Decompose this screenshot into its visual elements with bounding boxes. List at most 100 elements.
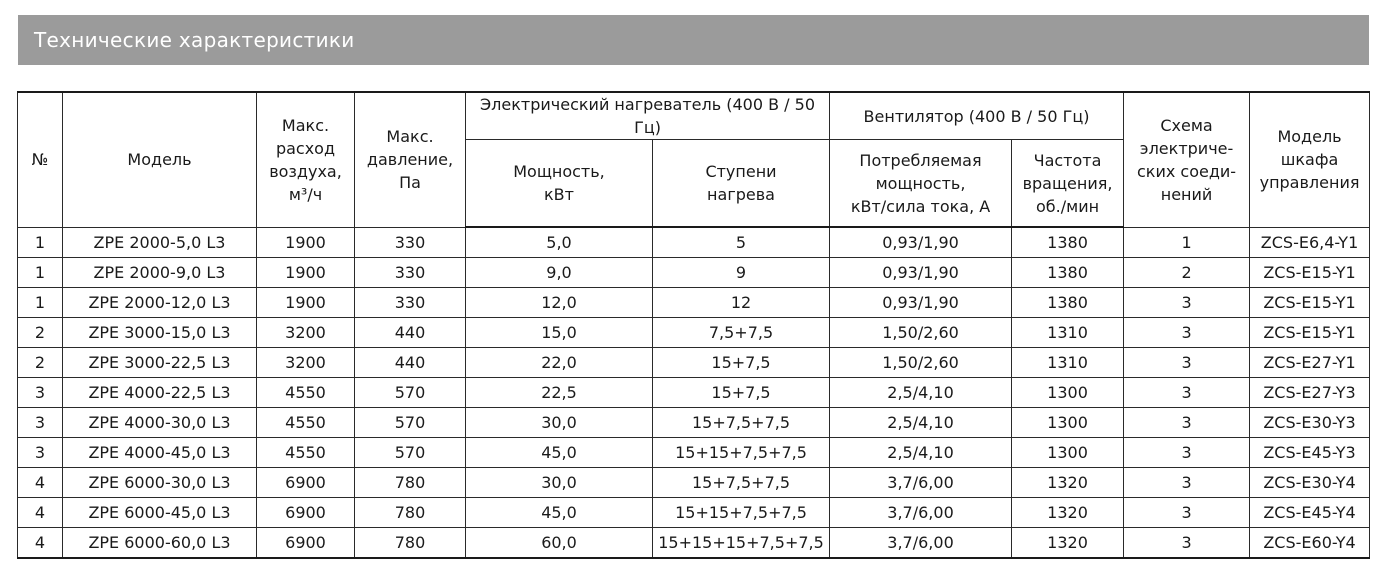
cell-num: 2 <box>17 317 63 348</box>
cell-fan-speed: 1380 <box>1011 257 1125 288</box>
cell-model: ZPE 4000-22,5 L3 <box>62 377 257 408</box>
table-row: 1 ZPE 2000-5,0 L3 1900 330 5,0 5 0,93/1,90 1380… <box>17 226 1371 258</box>
cell-airflow: 1900 <box>256 287 355 318</box>
cell-model: ZPE 6000-30,0 L3 <box>62 467 257 498</box>
section-title-bar: Технические характеристики <box>18 15 1369 65</box>
cell-heater-power: 15,0 <box>465 317 653 348</box>
header-row-top: № Модель Макс. расход воздуха, м³/ч Макс… <box>17 91 1371 228</box>
cell-airflow: 4550 <box>256 407 355 438</box>
cell-airflow: 4550 <box>256 377 355 408</box>
table-row: 2 ZPE 3000-22,5 L3 3200 440 22,0 15+7,5 1,50/2… <box>17 347 1371 378</box>
header-fan-speed: Частота вращения, об./мин <box>1011 139 1125 228</box>
header-row-sub: Мощность, кВт Ступени нагрева Потребляем… <box>18 139 1370 228</box>
cell-model: ZPE 2000-12,0 L3 <box>62 287 257 318</box>
cell-num: 3 <box>17 407 63 438</box>
cell-cabinet: ZCS-E15-Y1 <box>1249 257 1371 288</box>
cell-fan-speed: 1320 <box>1011 527 1125 559</box>
cell-wiring: 3 <box>1123 437 1251 468</box>
cell-fan-speed: 1320 <box>1011 467 1125 498</box>
cell-pressure: 780 <box>354 527 466 559</box>
cell-airflow: 6900 <box>256 467 355 498</box>
cell-heater-power: 5,0 <box>465 226 653 258</box>
cell-fan-speed: 1300 <box>1011 437 1125 468</box>
cell-fan-power: 0,93/1,90 <box>829 257 1013 288</box>
cell-cabinet: ZCS-E45-Y4 <box>1249 497 1371 528</box>
cell-wiring: 3 <box>1123 527 1251 559</box>
cell-fan-power: 3,7/6,00 <box>829 467 1013 498</box>
cell-heater-steps: 7,5+7,5 <box>651 317 831 348</box>
cell-wiring: 3 <box>1123 347 1251 378</box>
header-fan-power: Потребляемая мощность, кВт/сила тока, А <box>829 139 1013 228</box>
cell-cabinet: ZCS-E30-Y3 <box>1249 407 1371 438</box>
cell-airflow: 1900 <box>256 257 355 288</box>
cell-heater-power: 60,0 <box>465 527 653 559</box>
cell-num: 4 <box>17 467 63 498</box>
cell-wiring: 3 <box>1123 407 1251 438</box>
cell-cabinet: ZCS-E45-Y3 <box>1249 437 1371 468</box>
cell-heater-power: 45,0 <box>465 497 653 528</box>
cell-cabinet: ZCS-E27-Y3 <box>1249 377 1371 408</box>
cell-fan-power: 1,50/2,60 <box>829 317 1013 348</box>
header-fan-group: Вентилятор (400 В / 50 Гц) <box>829 91 1125 140</box>
cell-model: ZPE 6000-45,0 L3 <box>62 497 257 528</box>
cell-airflow: 3200 <box>256 317 355 348</box>
cell-model: ZPE 4000-45,0 L3 <box>62 437 257 468</box>
cell-heater-steps: 15+7,5+7,5 <box>651 407 831 438</box>
cell-num: 4 <box>17 527 63 559</box>
cell-heater-steps: 12 <box>651 287 831 318</box>
cell-model: ZPE 4000-30,0 L3 <box>62 407 257 438</box>
cell-wiring: 3 <box>1123 497 1251 528</box>
cell-fan-speed: 1300 <box>1011 407 1125 438</box>
cell-num: 3 <box>17 437 63 468</box>
cell-cabinet: ZCS-E6,4-Y1 <box>1249 226 1371 258</box>
cell-pressure: 780 <box>354 497 466 528</box>
cell-num: 3 <box>17 377 63 408</box>
header-cabinet: Модель шкафа управления <box>1249 91 1371 228</box>
cell-heater-power: 45,0 <box>465 437 653 468</box>
cell-num: 2 <box>17 347 63 378</box>
cell-num: 1 <box>17 287 63 318</box>
table-row: 4 ZPE 6000-45,0 L3 6900 780 45,0 15+15+7,5+7,… <box>17 497 1371 528</box>
table-row: 3 ZPE 4000-45,0 L3 4550 570 45,0 15+15+7,5+7,… <box>17 437 1371 468</box>
cell-heater-steps: 15+15+7,5+7,5 <box>651 437 831 468</box>
cell-heater-power: 22,0 <box>465 347 653 378</box>
cell-wiring: 3 <box>1123 377 1251 408</box>
cell-wiring: 3 <box>1123 467 1251 498</box>
cell-airflow: 3200 <box>256 347 355 378</box>
table-row: 4 ZPE 6000-30,0 L3 6900 780 30,0 15+7,5+7,5 3,… <box>17 467 1371 498</box>
cell-cabinet: ZCS-E15-Y1 <box>1249 317 1371 348</box>
cell-pressure: 330 <box>354 257 466 288</box>
cell-cabinet: ZCS-E60-Y4 <box>1249 527 1371 559</box>
table-row: 3 ZPE 4000-22,5 L3 4550 570 22,5 15+7,5 2,5/4,… <box>17 377 1371 408</box>
cell-heater-steps: 15+15+15+7,5+7,5 <box>651 527 831 559</box>
cell-model: ZPE 3000-22,5 L3 <box>62 347 257 378</box>
cell-fan-power: 1,50/2,60 <box>829 347 1013 378</box>
cell-heater-steps: 9 <box>651 257 831 288</box>
cell-model: ZPE 6000-60,0 L3 <box>62 527 257 559</box>
header-wiring: Схема электриче- ских соеди- нений <box>1123 91 1251 228</box>
cell-fan-speed: 1380 <box>1011 226 1125 258</box>
cell-wiring: 3 <box>1123 317 1251 348</box>
cell-pressure: 440 <box>354 317 466 348</box>
cell-fan-power: 2,5/4,10 <box>829 407 1013 438</box>
cell-num: 1 <box>17 257 63 288</box>
cell-wiring: 3 <box>1123 287 1251 318</box>
cell-heater-power: 30,0 <box>465 407 653 438</box>
specifications-table: № Модель Макс. расход воздуха, м³/ч Макс… <box>17 91 1371 559</box>
cell-cabinet: ZCS-E15-Y1 <box>1249 287 1371 318</box>
header-model: Модель <box>62 91 257 228</box>
cell-pressure: 330 <box>354 226 466 258</box>
cell-fan-speed: 1310 <box>1011 317 1125 348</box>
table-row: 1 ZPE 2000-9,0 L3 1900 330 9,0 9 0,93/1,90 1380… <box>17 257 1371 288</box>
cell-heater-steps: 15+7,5+7,5 <box>651 467 831 498</box>
cell-pressure: 440 <box>354 347 466 378</box>
cell-pressure: 570 <box>354 407 466 438</box>
table-row: 4 ZPE 6000-60,0 L3 6900 780 60,0 15+15+15+7,5… <box>17 527 1371 559</box>
cell-pressure: 330 <box>354 287 466 318</box>
cell-model: ZPE 3000-15,0 L3 <box>62 317 257 348</box>
cell-heater-power: 9,0 <box>465 257 653 288</box>
cell-heater-steps: 15+7,5 <box>651 377 831 408</box>
cell-cabinet: ZCS-E30-Y4 <box>1249 467 1371 498</box>
cell-airflow: 6900 <box>256 527 355 559</box>
cell-wiring: 2 <box>1123 257 1251 288</box>
